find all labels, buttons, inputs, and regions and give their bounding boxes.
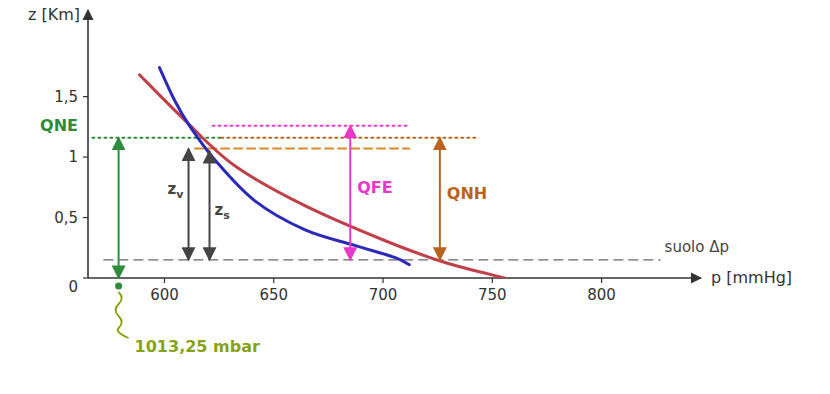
arrow-label: QNE [40, 116, 78, 135]
x-tick [382, 278, 383, 283]
ground-line [103, 259, 660, 260]
arrow [118, 138, 120, 278]
x-tick [164, 278, 165, 283]
arrow-label: zs [215, 201, 231, 222]
x-tick-label: 800 [587, 286, 616, 304]
x-tick [601, 278, 602, 283]
y-tick-label: 1 [68, 148, 78, 166]
chart: 600 650 700 750 800 0 0,5 1 1,5 p [mmHg] z [Km] suo… [0, 0, 830, 394]
note-label: 1013,25 mbar [135, 337, 260, 356]
level-line [195, 148, 409, 150]
arrow-label: QFE [357, 178, 392, 197]
plot-area [92, 68, 504, 278]
arrow [349, 126, 351, 260]
x-tick-label: 750 [478, 286, 507, 304]
arrow [439, 138, 441, 260]
x-tick-label: 600 [150, 286, 179, 304]
x-tick-label: 700 [369, 286, 398, 304]
note-squiggle [116, 292, 129, 338]
y-tick-label: 1,5 [54, 88, 78, 106]
arrow [209, 151, 211, 260]
x-tick [492, 278, 493, 283]
level-line [221, 137, 477, 139]
y-tick-label: 0 [68, 278, 78, 296]
annotations: QNE QFE QNH zv zs [40, 116, 487, 223]
level-line [213, 125, 410, 127]
y-tick [83, 277, 88, 278]
arrow-label-sub: v [176, 188, 184, 201]
y-tick [83, 217, 88, 218]
x-axis-title: p [mmHg] [711, 268, 792, 287]
y-axis-title: z [Km] [28, 5, 80, 24]
arrow-label: QNH [447, 184, 487, 203]
y-tick-label: 0,5 [54, 209, 78, 227]
x-axis [88, 277, 701, 279]
x-tick [273, 278, 274, 283]
arrow-label-sub: s [223, 209, 230, 222]
curve [159, 68, 409, 265]
y-tick [83, 96, 88, 97]
note-dot [115, 283, 122, 290]
arrow [188, 149, 190, 260]
y-tick [83, 156, 88, 157]
y-axis [87, 10, 89, 278]
ground-label: suolo Δp [665, 238, 729, 256]
curve [140, 75, 505, 278]
arrow-label: zv [168, 180, 185, 201]
x-tick-label: 650 [259, 286, 288, 304]
